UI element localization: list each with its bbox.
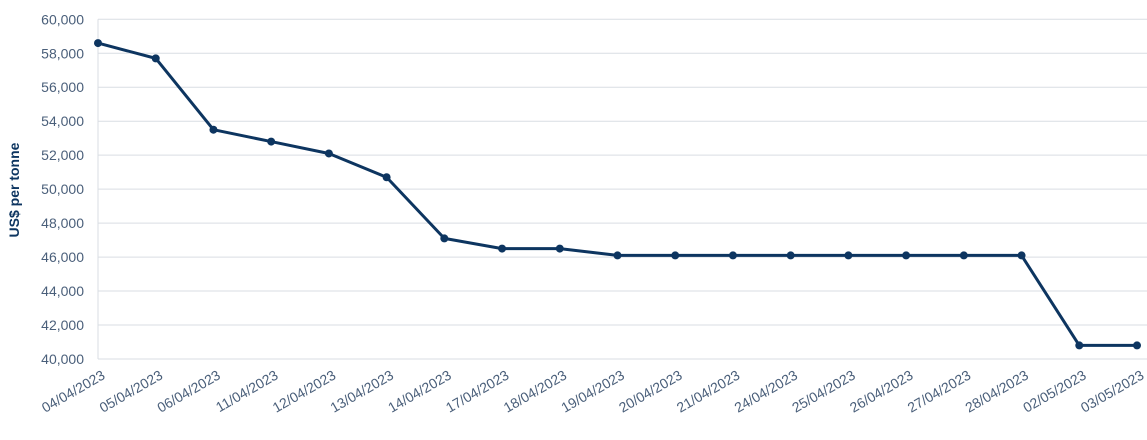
x-tick-label: 21/04/2023 [674,367,743,416]
data-point [440,234,449,243]
data-point [94,39,102,48]
x-tick-label: 05/04/2023 [97,367,166,416]
data-point [555,244,564,253]
x-tick-label: 25/04/2023 [789,367,858,416]
y-tick-label: 40,000 [41,351,84,367]
data-point [902,251,911,260]
x-tick-label: 11/04/2023 [213,367,281,415]
x-tick-label: 28/04/2023 [962,367,1031,416]
x-tick-label: 02/05/2023 [1020,367,1089,416]
y-axis-ticks: 40,000 42,000 44,000 46,000 48,000 50,000 52,0… [41,11,84,367]
data-point [498,244,507,253]
y-axis-label: US$ per tonne [6,142,22,237]
data-point [1133,341,1141,350]
x-tick-label: 27/04/2023 [905,367,974,416]
data-point [151,54,160,63]
y-tick-label: 48,000 [41,215,84,231]
data-point [671,251,680,260]
x-tick-label: 12/04/2023 [270,367,339,416]
x-tick-label: 14/04/2023 [385,367,454,416]
data-point [1075,341,1084,350]
x-tick-label: 04/04/2023 [39,367,108,416]
x-axis-ticks: 04/04/202305/04/202306/04/202311/04/2023… [39,367,1147,416]
data-point [209,125,218,134]
y-tick-label: 52,000 [41,147,84,163]
data-point [324,149,333,158]
data-point [382,173,391,182]
data-point [786,251,795,260]
data-point [844,251,853,260]
series-path [97,41,1137,347]
y-tick-label: 44,000 [41,283,84,299]
y-tick-label: 50,000 [41,181,84,197]
y-tick-label: 56,000 [41,79,84,95]
data-point [728,251,737,260]
y-tick-label: 54,000 [41,113,84,129]
y-tick-label: 46,000 [41,249,84,265]
series-line [94,39,1141,350]
data-point [613,251,622,260]
x-tick-label: 26/04/2023 [847,367,916,416]
y-tick-label: 58,000 [41,45,84,61]
x-tick-label: 18/04/2023 [501,367,570,416]
data-point [959,251,968,260]
x-tick-label: 06/04/2023 [154,367,223,416]
x-tick-label: 20/04/2023 [616,367,685,416]
gridlines [97,18,1147,360]
x-tick-label: 24/04/2023 [731,367,800,416]
data-point [267,137,276,146]
x-tick-label: 03/05/2023 [1078,367,1147,416]
y-tick-label: 60,000 [41,11,84,27]
data-point [1017,251,1026,260]
x-tick-label: 17/04/2023 [443,367,512,416]
x-tick-label: 13/04/2023 [327,367,396,416]
y-tick-label: 42,000 [41,317,84,333]
x-tick-label: 19/04/2023 [558,367,627,416]
